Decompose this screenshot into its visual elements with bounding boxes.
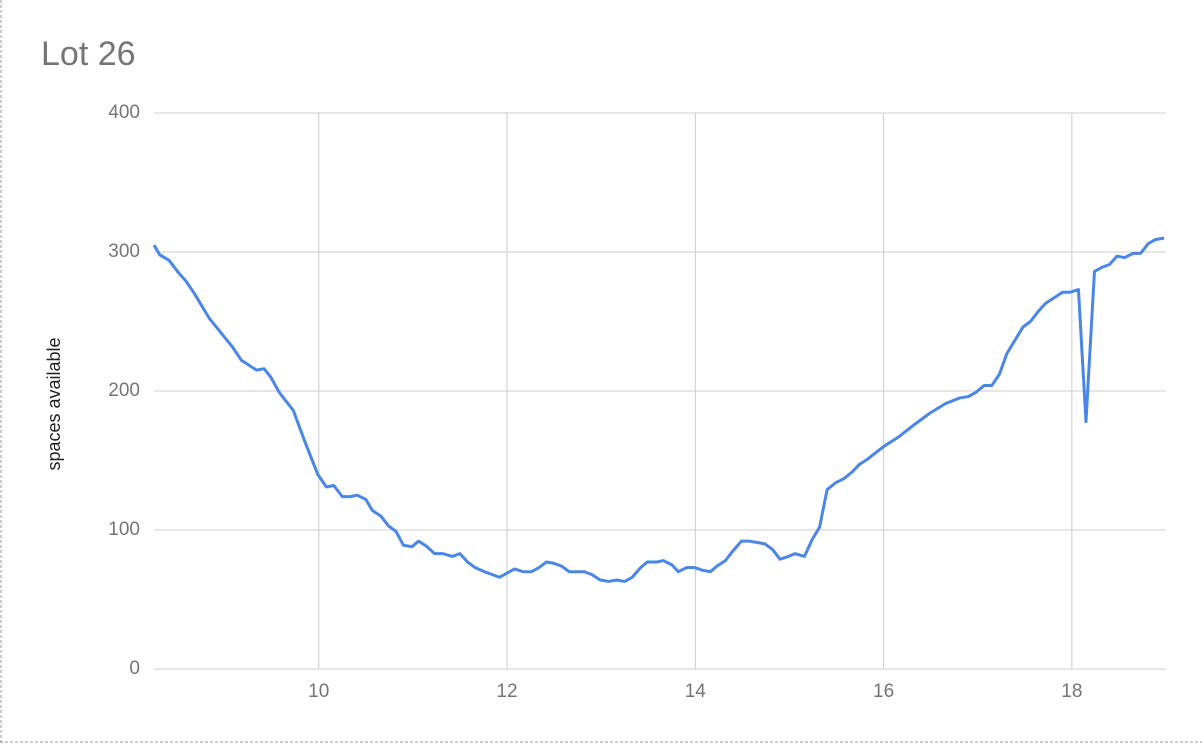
y-tick-label: 0 (129, 658, 140, 679)
y-tick-label: 100 (108, 519, 140, 540)
x-tick-label: 14 (685, 681, 707, 702)
y-tick-label: 300 (108, 241, 140, 262)
x-tick-label: 16 (873, 681, 894, 702)
x-tick-label: 18 (1061, 681, 1082, 702)
y-axis-label: spaces available (44, 337, 64, 470)
y-tick-label: 400 (108, 102, 140, 123)
x-tick-label: 10 (308, 681, 329, 702)
chart-title: Lot 26 (41, 35, 136, 73)
x-tick-label: 12 (496, 681, 517, 702)
y-tick-label: 200 (108, 380, 140, 401)
data-line (152, 236, 1165, 583)
